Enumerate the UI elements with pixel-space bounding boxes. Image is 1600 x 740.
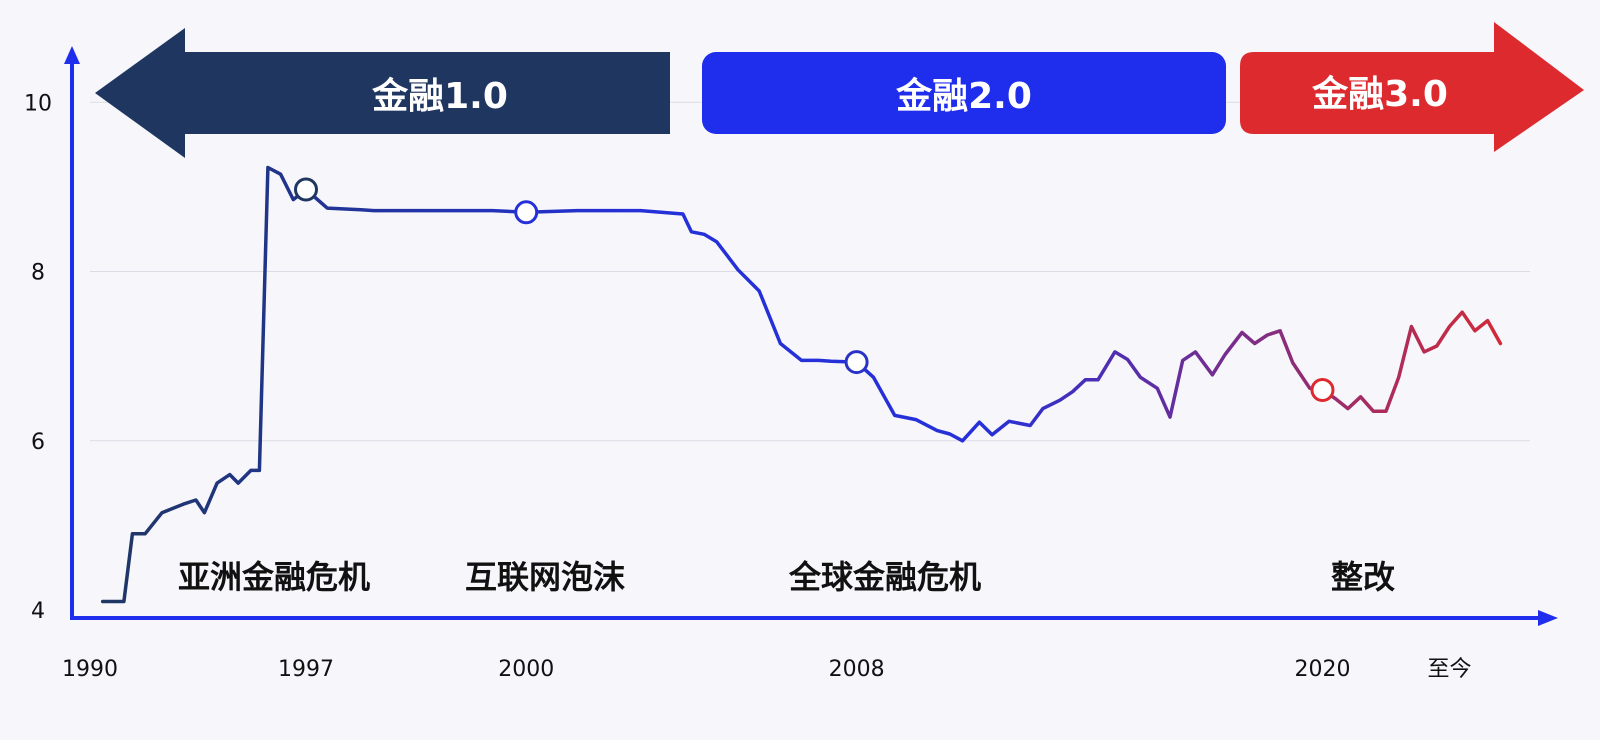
event-label-asian-crisis: 亚洲金融危机 xyxy=(178,558,370,596)
y-axis-arrow xyxy=(64,46,80,64)
era-banner-2: 金融2.0 xyxy=(702,52,1226,134)
y-tick-label: 4 xyxy=(31,599,45,624)
era-arrow-left xyxy=(95,28,670,158)
era-banner-1: 金融1.0 xyxy=(95,28,670,158)
x-tick-label: 2000 xyxy=(498,657,554,682)
x-tick-label: 1990 xyxy=(62,657,118,682)
era-arrow-right xyxy=(1240,22,1584,152)
era-banner-3: 金融3.0 xyxy=(1240,22,1584,152)
marker-2 xyxy=(844,350,869,375)
x-axis-arrow xyxy=(1538,610,1558,626)
x-tick-label: 2008 xyxy=(829,657,885,682)
event-label-rectification: 整改 xyxy=(1331,558,1395,596)
y-tick-label: 8 xyxy=(31,261,45,286)
series-line-0 xyxy=(100,165,1503,604)
event-label-global-crisis: 全球金融危机 xyxy=(788,558,981,596)
event-label-dotcom-bubble: 互联网泡沫 xyxy=(465,558,625,596)
axes xyxy=(64,46,1558,626)
era-label-1: 金融1.0 xyxy=(371,75,508,117)
markers xyxy=(294,177,1335,402)
marker-0 xyxy=(294,177,318,202)
marker-1 xyxy=(514,200,539,225)
era-label-2: 金融2.0 xyxy=(895,75,1032,117)
y-tick-labels: 4 6 8 10 xyxy=(24,91,52,624)
x-tick-labels: 1990 1997 2000 2008 2020 至今 xyxy=(62,657,1472,682)
y-tick-label: 10 xyxy=(24,91,52,116)
marker-3 xyxy=(1310,378,1335,402)
era-box xyxy=(702,52,1226,134)
x-tick-label: 至今 xyxy=(1428,657,1472,682)
x-tick-label: 2020 xyxy=(1294,657,1350,682)
y-tick-label: 6 xyxy=(31,430,45,455)
era-label-3: 金融3.0 xyxy=(1311,73,1448,115)
x-tick-label: 1997 xyxy=(278,657,334,682)
series xyxy=(100,165,1503,604)
